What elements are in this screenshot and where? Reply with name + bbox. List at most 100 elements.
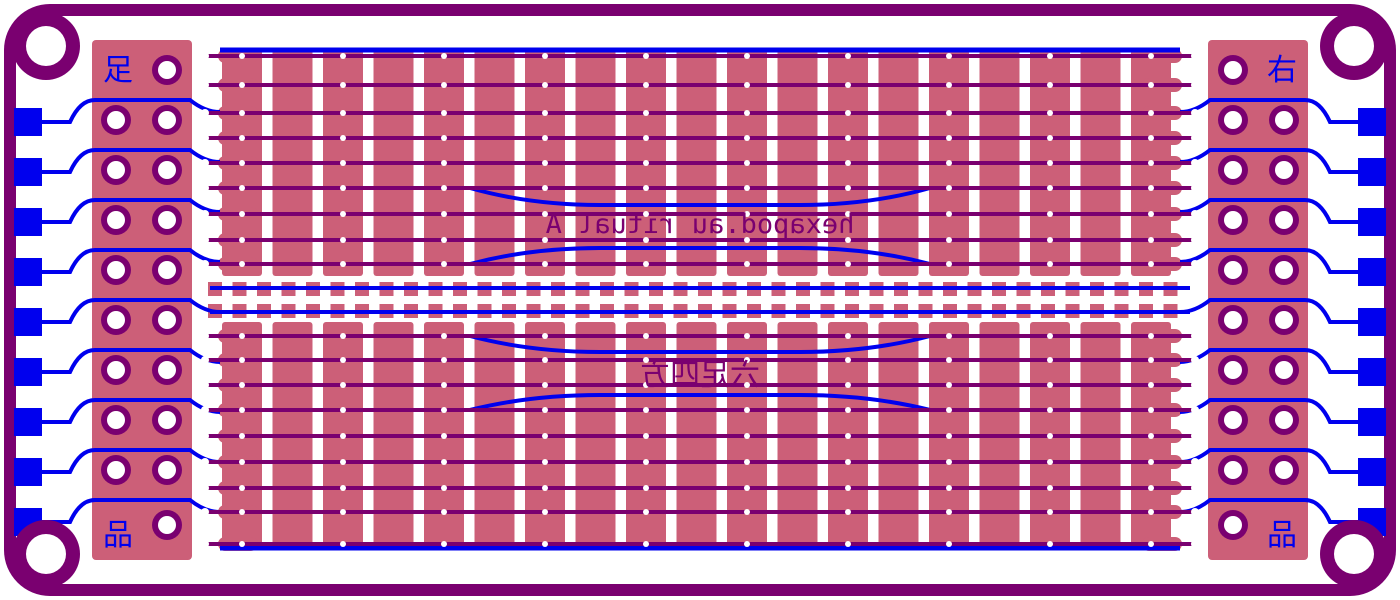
strip-via	[1148, 185, 1154, 191]
edge-via	[1128, 18, 1136, 26]
via	[201, 508, 209, 516]
strip-via	[744, 211, 750, 217]
strip-via	[946, 459, 952, 465]
right-header-trace	[1179, 98, 1380, 124]
strip-via	[340, 261, 346, 267]
edge-pad	[14, 158, 42, 186]
strip-via	[239, 333, 245, 339]
strip-via	[1148, 485, 1154, 491]
strip-via	[441, 407, 447, 413]
strip-via	[845, 82, 851, 88]
strip-via	[845, 433, 851, 439]
strip-via	[441, 433, 447, 439]
strip-via	[1148, 509, 1154, 515]
strip-via	[441, 485, 447, 491]
header-pin-hole	[107, 161, 125, 179]
strip-via	[946, 433, 952, 439]
strip-via	[239, 160, 245, 166]
header-pin-hole	[1224, 161, 1242, 179]
via	[1191, 210, 1199, 218]
strip-via	[1148, 110, 1154, 116]
corner-glyph-top-left: 足	[103, 53, 133, 88]
edge-via	[613, 574, 621, 582]
strip-via	[1148, 135, 1154, 141]
strip-via	[744, 485, 750, 491]
left-header-trace	[20, 148, 221, 174]
edge-via	[1231, 18, 1239, 26]
strip-via	[1148, 357, 1154, 363]
strip-via	[744, 382, 750, 388]
header-pin-hole	[158, 361, 176, 379]
strip-via	[239, 237, 245, 243]
strip-via	[845, 333, 851, 339]
via	[201, 52, 209, 60]
strip-via	[744, 357, 750, 363]
strip-via	[340, 459, 346, 465]
header-pin-hole	[107, 211, 125, 229]
strip-via	[744, 135, 750, 141]
via	[1191, 52, 1199, 60]
edge-via	[1128, 574, 1136, 582]
strip-via	[643, 459, 649, 465]
via	[201, 458, 209, 466]
strip-via	[946, 82, 952, 88]
header-pin-hole	[1275, 311, 1293, 329]
edge-pad	[1358, 408, 1386, 436]
strip-via	[239, 211, 245, 217]
header-pin-hole	[1224, 461, 1242, 479]
strip-via	[1047, 509, 1053, 515]
via	[201, 356, 209, 364]
strip-via	[845, 160, 851, 166]
strip-via	[1047, 185, 1053, 191]
strip-via	[441, 509, 447, 515]
header-pin-hole	[158, 311, 176, 329]
strip-via	[542, 211, 548, 217]
edge-via	[510, 18, 518, 26]
strip-via	[946, 541, 952, 547]
strip-via	[340, 485, 346, 491]
strip-via	[542, 185, 548, 191]
header-pin-hole	[1275, 161, 1293, 179]
edge-via	[407, 574, 415, 582]
edge-via	[768, 18, 775, 26]
edge-pad	[14, 458, 42, 486]
bottom-layer-traces	[14, 47, 1386, 551]
strip-via	[441, 459, 447, 465]
via	[201, 432, 209, 440]
edge-via	[922, 574, 930, 582]
strip-via	[441, 185, 447, 191]
header-pin-hole	[1275, 411, 1293, 429]
edge-via	[459, 574, 466, 582]
strip-via	[845, 459, 851, 465]
strip-via	[946, 407, 952, 413]
via	[201, 332, 209, 340]
strip-via	[643, 211, 649, 217]
strip-via	[946, 485, 952, 491]
strip-via	[643, 135, 649, 141]
header-pin-hole	[107, 461, 125, 479]
edge-via	[562, 18, 569, 26]
strip-via	[1047, 541, 1053, 547]
strip-via	[845, 509, 851, 515]
strip-via	[542, 509, 548, 515]
header-pin-hole	[107, 311, 125, 329]
edge-via	[1283, 574, 1290, 582]
strip-via	[744, 459, 750, 465]
strip-via	[239, 53, 245, 59]
mounting-hole	[1334, 534, 1374, 574]
strip-via	[744, 333, 750, 339]
strip-via	[340, 333, 346, 339]
edge-via	[459, 18, 466, 26]
mounting-hole	[1334, 26, 1374, 66]
strip-via	[744, 185, 750, 191]
strip-via	[441, 82, 447, 88]
edge-via	[304, 574, 312, 582]
header-pin-hole	[1224, 516, 1242, 534]
corner-glyph-bottom-right: 品	[1267, 518, 1297, 553]
via	[201, 109, 209, 117]
strip-via	[542, 261, 548, 267]
strip-via	[1047, 237, 1053, 243]
via	[201, 484, 209, 492]
strip-via	[1047, 485, 1053, 491]
strip-via	[946, 135, 952, 141]
